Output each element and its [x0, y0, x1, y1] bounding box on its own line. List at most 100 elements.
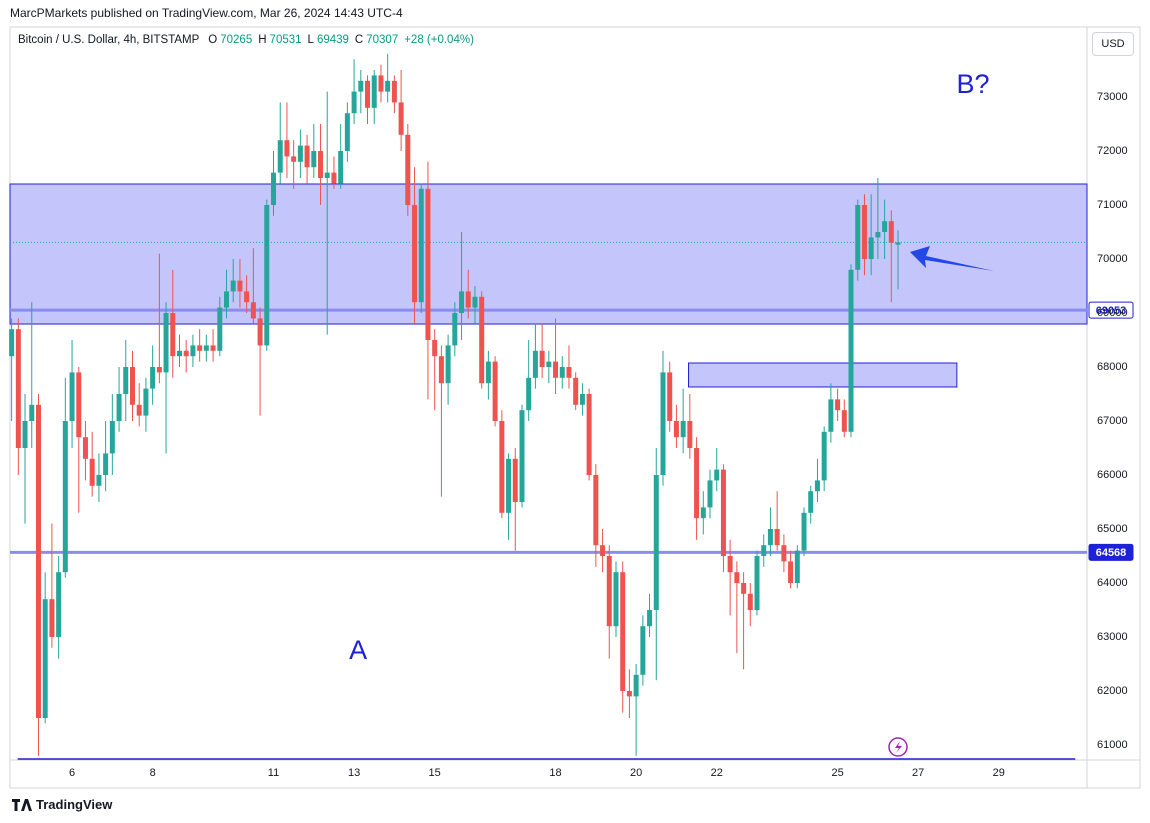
candle-body: [660, 372, 666, 475]
y-tick-label: 67000: [1097, 415, 1128, 427]
candle-body: [673, 421, 679, 438]
candle-body: [532, 350, 538, 378]
candle-body: [499, 421, 505, 513]
candle-body: [720, 469, 726, 556]
candle-body: [223, 291, 229, 308]
annotation: B?: [956, 69, 989, 99]
candle-body: [297, 145, 303, 162]
candle-body: [606, 555, 612, 627]
zone: [9, 183, 1088, 325]
candle-body: [338, 151, 344, 184]
ohlc-letter: H: [258, 34, 267, 46]
candle-body: [882, 221, 888, 233]
candle-body: [512, 458, 518, 502]
candle-body: [183, 350, 189, 357]
candle-body: [156, 367, 162, 373]
candle-body: [519, 410, 525, 502]
candle-body: [472, 296, 478, 308]
legend-header: Bitcoin / U.S. Dollar, 4h, BITSTAMP O 702…: [18, 34, 477, 46]
candle-body: [197, 345, 203, 351]
candle-body: [391, 80, 397, 103]
candle-body: [445, 345, 451, 384]
candle-body: [788, 561, 794, 583]
candle-body: [62, 421, 68, 573]
x-tick-label: 11: [268, 767, 279, 779]
candle-body: [123, 367, 129, 395]
candle-body: [29, 404, 35, 422]
candle-body: [526, 377, 532, 411]
x-tick-label: 18: [549, 767, 561, 779]
candle-body: [794, 550, 800, 583]
candle-body: [767, 528, 773, 546]
candle-body: [694, 447, 700, 519]
candle-body: [49, 599, 55, 637]
currency-button[interactable]: USD: [1092, 32, 1134, 56]
candle-body: [405, 134, 411, 206]
candle-body: [559, 367, 565, 378]
candle-body: [680, 421, 686, 438]
ohlc-value: 69439: [316, 34, 349, 46]
candle-body: [190, 345, 196, 357]
candle-body: [425, 188, 431, 341]
publisher: MarcPMarkets published on TradingView.co…: [10, 6, 403, 20]
candle-body: [479, 296, 485, 384]
candle-body: [828, 399, 834, 432]
candle-body: [237, 280, 243, 292]
candle-body: [707, 480, 713, 508]
candle-body: [814, 480, 820, 492]
frame: [9, 26, 1141, 789]
candle-body: [116, 394, 122, 422]
candle-body: [311, 151, 317, 168]
candle-body: [277, 140, 283, 173]
candle-body: [781, 545, 787, 562]
candle-body: [640, 626, 646, 675]
candle-body: [647, 609, 653, 627]
x-tick-label: 25: [831, 767, 843, 779]
candle-body: [613, 572, 619, 627]
candle-body: [579, 394, 585, 405]
candle-body: [96, 474, 102, 486]
candle-body: [801, 512, 807, 551]
x-tick-label: 22: [711, 767, 723, 779]
candle-body: [210, 345, 216, 351]
x-tick-label: 8: [150, 767, 156, 779]
ohlc-value: 70307: [366, 34, 399, 46]
candle-body: [700, 507, 706, 519]
candle-body: [324, 172, 330, 179]
candle-body: [848, 269, 854, 432]
candle-body: [385, 80, 391, 92]
candle-body: [667, 372, 673, 422]
zone: [688, 362, 958, 388]
candle-body: [626, 690, 632, 697]
event-bolt: [895, 741, 902, 753]
candle-body: [35, 404, 41, 718]
level-label: 64568: [1096, 547, 1127, 559]
candle-body: [774, 528, 780, 546]
candle-body: [15, 329, 21, 448]
y-tick-label: 69000: [1097, 307, 1128, 319]
candle-body: [620, 572, 626, 691]
candle-body: [351, 91, 357, 114]
candle-body: [687, 421, 693, 448]
y-tick-label: 63000: [1097, 631, 1128, 643]
candle-body: [821, 431, 827, 481]
symbol: Bitcoin / U.S. Dollar, 4h, BITSTAMP: [18, 34, 200, 46]
x-tick-label: 29: [993, 767, 1005, 779]
candle-body: [492, 361, 498, 422]
candle-body: [177, 350, 183, 357]
level-label-bg: [1088, 301, 1134, 319]
candle-body: [593, 474, 599, 546]
candle-body: [398, 102, 404, 135]
candle-body: [855, 205, 861, 270]
candle-body: [566, 367, 572, 378]
candle-body: [895, 242, 901, 245]
candle-body: [304, 145, 310, 168]
candle-body: [82, 437, 88, 459]
candle-body: [365, 80, 371, 108]
candle-body: [546, 361, 552, 368]
y-tick-label: 72000: [1097, 145, 1128, 157]
candle-body: [103, 453, 109, 475]
candle-body: [586, 394, 592, 475]
candle-body: [271, 172, 277, 206]
